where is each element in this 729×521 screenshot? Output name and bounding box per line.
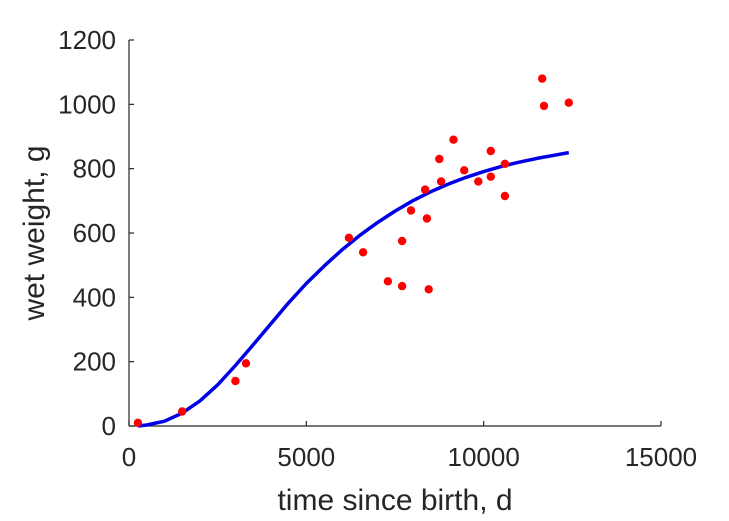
fit-curve: [137, 150, 570, 428]
y-axis-label: wet weight, g: [18, 145, 51, 321]
data-point: [486, 172, 495, 181]
data-point: [424, 285, 433, 294]
data-point: [460, 166, 469, 175]
data-point: [500, 191, 510, 201]
data-point: [539, 101, 549, 111]
data-point: [178, 407, 187, 416]
y-tick-label: 400: [73, 282, 116, 312]
y-tick-label: 800: [73, 154, 116, 184]
data-point: [449, 135, 458, 144]
x-tick-label: 0: [122, 442, 136, 472]
data-point: [564, 98, 573, 107]
data-point: [397, 281, 407, 291]
data-point: [436, 177, 446, 186]
data-point: [474, 177, 483, 186]
data-point: [231, 376, 240, 386]
data-point: [383, 277, 393, 286]
data-point: [486, 146, 495, 156]
data-point: [358, 248, 368, 257]
axes: [128, 40, 661, 427]
x-axis-label: time since birth, d: [277, 484, 512, 517]
data-point: [500, 159, 510, 168]
data-point: [420, 185, 430, 194]
data-point: [241, 359, 251, 368]
y-tick-label: 600: [73, 218, 116, 248]
y-tick-label: 1000: [58, 89, 116, 119]
data-point: [406, 206, 416, 215]
curve-layer: [137, 150, 570, 428]
x-tick-label: 10000: [448, 442, 520, 472]
data-point: [435, 154, 444, 164]
data-point: [133, 418, 143, 427]
data-point: [422, 214, 432, 223]
x-tick-label: 15000: [625, 442, 697, 472]
data-point: [397, 236, 407, 246]
points-layer: [133, 74, 573, 427]
y-tick-label: 0: [102, 411, 116, 441]
data-point: [538, 74, 547, 83]
y-tick-label: 200: [73, 347, 116, 377]
y-tick-label: 1200: [58, 25, 116, 55]
data-point: [344, 233, 354, 242]
ticks: 0 5000 10000 15000 0 200 400 600 800 1000 1200: [58, 25, 697, 472]
x-tick-label: 5000: [277, 442, 335, 472]
